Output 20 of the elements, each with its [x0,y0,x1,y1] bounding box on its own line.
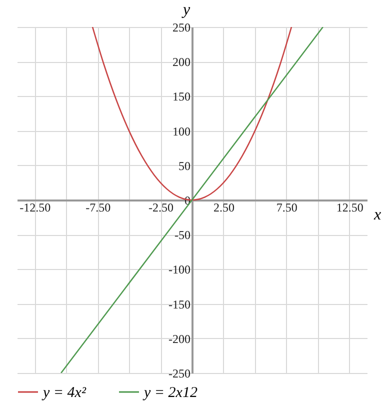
x-tick-label: 2.50 [213,200,234,214]
y-tick-label: -50 [174,228,190,242]
x-tick-label: -2.50 [148,200,174,214]
y-tick-label: 100 [172,124,190,138]
y-tick-label: 150 [172,90,190,104]
y-axis-title: y [180,2,191,18]
y-tick-label: -200 [168,332,190,346]
x-tick-label: 7.50 [276,200,298,214]
y-tick-label: -100 [168,262,190,277]
y-tick-label: -250 [168,366,190,380]
y-tick-label: 50 [178,158,190,173]
x-tick-label: -12.50 [20,200,51,214]
x-tick-label: 12.50 [336,200,364,214]
legend-label: y = 2x12 [142,385,198,401]
y-tick-label: 200 [172,55,190,70]
y-tick-label: -150 [168,297,190,312]
legend-label: y = 4x² [41,385,86,401]
x-tick-label: -7.50 [86,200,111,214]
x-axis-title: x [372,206,382,224]
y-tick-label: 250 [172,20,190,34]
